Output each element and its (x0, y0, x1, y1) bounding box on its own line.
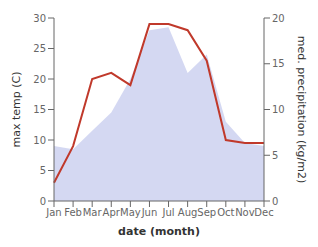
svg-text:5: 5 (272, 150, 278, 161)
svg-text:30: 30 (33, 13, 46, 24)
svg-text:May: May (120, 207, 141, 218)
svg-text:Jul: Jul (162, 207, 175, 218)
svg-text:Sep: Sep (197, 207, 216, 218)
svg-text:10: 10 (33, 135, 46, 146)
svg-text:Jan: Jan (45, 207, 61, 218)
svg-text:Jun: Jun (141, 207, 158, 218)
svg-text:Nov: Nov (235, 207, 255, 218)
svg-text:0: 0 (40, 196, 46, 207)
svg-text:Aug: Aug (178, 207, 198, 218)
svg-text:Dec: Dec (254, 207, 273, 218)
svg-text:Feb: Feb (64, 207, 82, 218)
svg-text:date (month): date (month) (118, 225, 200, 238)
svg-text:15: 15 (33, 104, 46, 115)
svg-text:Apr: Apr (103, 207, 121, 218)
svg-text:5: 5 (40, 165, 46, 176)
svg-text:20: 20 (272, 13, 285, 24)
svg-text:Oct: Oct (217, 207, 234, 218)
svg-text:med. precipitation (kg/m2): med. precipitation (kg/m2) (295, 36, 308, 184)
svg-text:25: 25 (33, 43, 46, 54)
svg-text:10: 10 (272, 104, 285, 115)
svg-text:20: 20 (33, 74, 46, 85)
svg-text:0: 0 (272, 196, 278, 207)
svg-text:Mar: Mar (83, 207, 103, 218)
svg-text:15: 15 (272, 58, 285, 69)
svg-text:max temp (C): max temp (C) (10, 71, 23, 147)
